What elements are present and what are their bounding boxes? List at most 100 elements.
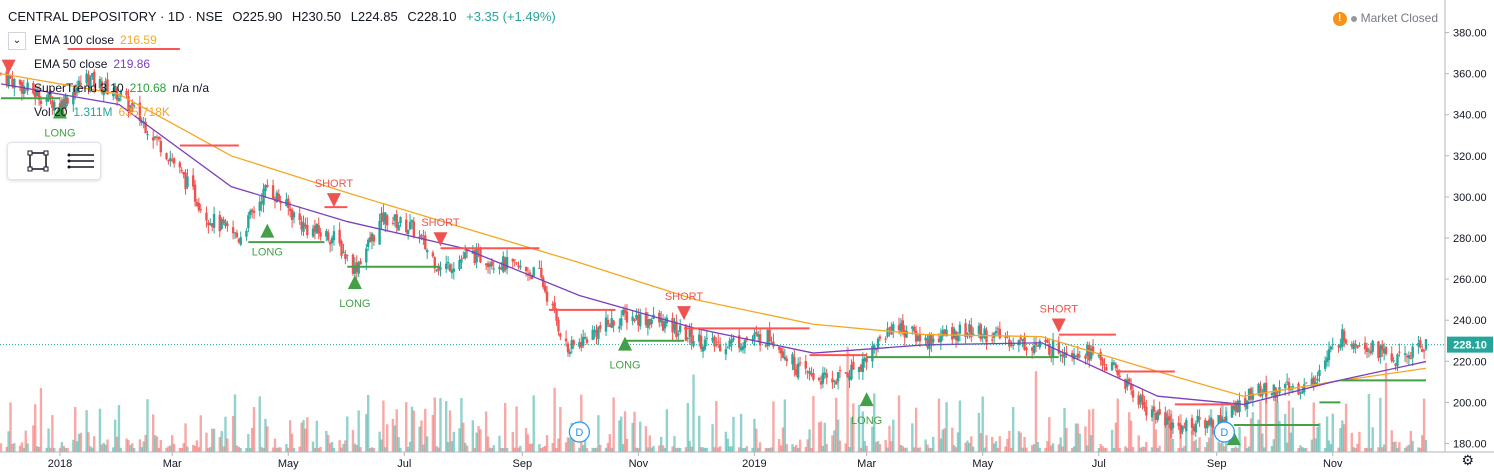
volume-bar <box>304 428 307 452</box>
volume-bar <box>412 410 416 452</box>
indicator-ema100-name: EMA 100 close <box>34 33 115 47</box>
volume-bar <box>1105 447 1108 452</box>
candle-body <box>874 348 878 351</box>
candle-body <box>1044 340 1047 342</box>
indicator-volume[interactable]: Vol 20 1.311M 635.718K <box>34 105 170 119</box>
volume-bar <box>924 439 927 452</box>
volume-bar <box>77 433 81 452</box>
volume-bar <box>144 434 147 452</box>
volume-bar <box>892 419 895 452</box>
indicator-ema100[interactable]: EMA 100 close 216.59 <box>34 33 157 47</box>
candle-body <box>551 303 554 306</box>
volume-bar <box>1238 426 1241 452</box>
warning-icon[interactable]: ! <box>1332 11 1347 26</box>
volume-bar <box>302 420 305 452</box>
candle-body <box>785 358 788 362</box>
candle-body <box>852 361 855 370</box>
rectangle-tool-icon[interactable] <box>24 147 60 175</box>
volume-bar <box>186 446 189 452</box>
volume-bar <box>753 418 756 452</box>
candle-body <box>705 337 709 339</box>
candle-body <box>152 137 155 141</box>
volume-bar <box>901 446 905 452</box>
volume-bar <box>526 434 530 452</box>
gear-icon[interactable]: ⚙ <box>1461 452 1474 468</box>
volume-bar <box>1337 447 1340 452</box>
long-signal-label: LONG <box>44 127 75 139</box>
candle-body <box>732 338 735 340</box>
volume-bar <box>184 423 187 452</box>
candle-body <box>191 175 195 187</box>
volume-bar <box>905 447 908 452</box>
volume-bar <box>701 447 705 452</box>
indicator-ema50[interactable]: EMA 50 close 219.86 <box>34 57 150 71</box>
candle-body <box>804 360 807 369</box>
volume-bar <box>172 443 176 452</box>
volume-bar <box>835 397 838 452</box>
candle-body <box>692 341 695 347</box>
candle-body <box>351 254 355 274</box>
volume-bar <box>1065 428 1068 452</box>
volume-bar <box>1358 431 1361 452</box>
candle-body <box>1284 384 1287 389</box>
volume-bar <box>513 447 516 452</box>
candle-body <box>500 267 503 270</box>
volume-bar <box>9 402 12 452</box>
candle-body <box>117 97 121 101</box>
volume-bar <box>1057 444 1061 452</box>
candle-body <box>205 212 208 221</box>
candle-body <box>819 381 823 385</box>
volume-bar <box>718 446 722 452</box>
short-signal-marker <box>1 59 16 74</box>
volume-bar <box>1278 420 1281 452</box>
volume-bar <box>836 419 840 452</box>
volume-bar <box>399 447 402 452</box>
volume-bar <box>7 431 10 452</box>
volume-bar <box>75 441 79 452</box>
candle-body <box>585 339 589 343</box>
volume-bar <box>292 447 296 452</box>
candle-body <box>593 330 596 333</box>
ema100-line <box>0 72 1427 397</box>
volume-bar <box>726 438 729 452</box>
candle-body <box>701 346 705 352</box>
indicator-supertrend[interactable]: SuperTrend 3 10 210.68 n/a n/a <box>34 81 209 95</box>
volume-bar <box>344 440 347 452</box>
volume-bar <box>679 447 682 452</box>
chevron-down-icon[interactable]: ⌄ <box>8 32 26 50</box>
volume-bar <box>205 432 208 452</box>
volume-bar <box>873 393 876 452</box>
volume-bar <box>739 413 743 452</box>
volume-bar <box>524 428 528 452</box>
volume-bar <box>620 416 623 452</box>
volume-bar <box>724 431 728 452</box>
candle-body <box>1342 331 1346 342</box>
candle-body <box>18 80 22 85</box>
candle-body <box>1057 341 1061 354</box>
candle-body <box>391 222 395 224</box>
candle-body <box>458 260 461 270</box>
candle-body <box>1114 364 1118 369</box>
candle-body <box>1118 375 1121 377</box>
indicator-lines <box>0 47 1427 426</box>
volume-bar <box>1181 447 1184 452</box>
volume-bar <box>178 447 182 452</box>
volume-bar <box>1420 435 1424 452</box>
long-signal-label: LONG <box>609 360 640 372</box>
volume-bar <box>703 447 707 452</box>
candle-body <box>753 333 756 340</box>
volume-bar <box>372 447 376 452</box>
volume-bar <box>1417 447 1420 452</box>
volume-bar <box>939 438 943 452</box>
volume-bar <box>568 437 572 452</box>
lines-menu-icon[interactable] <box>64 147 100 175</box>
volume-bar <box>857 404 861 452</box>
status-dot-icon <box>1350 15 1357 22</box>
candle-body <box>405 219 408 233</box>
candle-body <box>903 330 906 338</box>
candle-body <box>1141 394 1144 405</box>
volume-bar <box>153 435 157 452</box>
candle-body <box>207 222 210 226</box>
volume-bar <box>102 442 105 452</box>
